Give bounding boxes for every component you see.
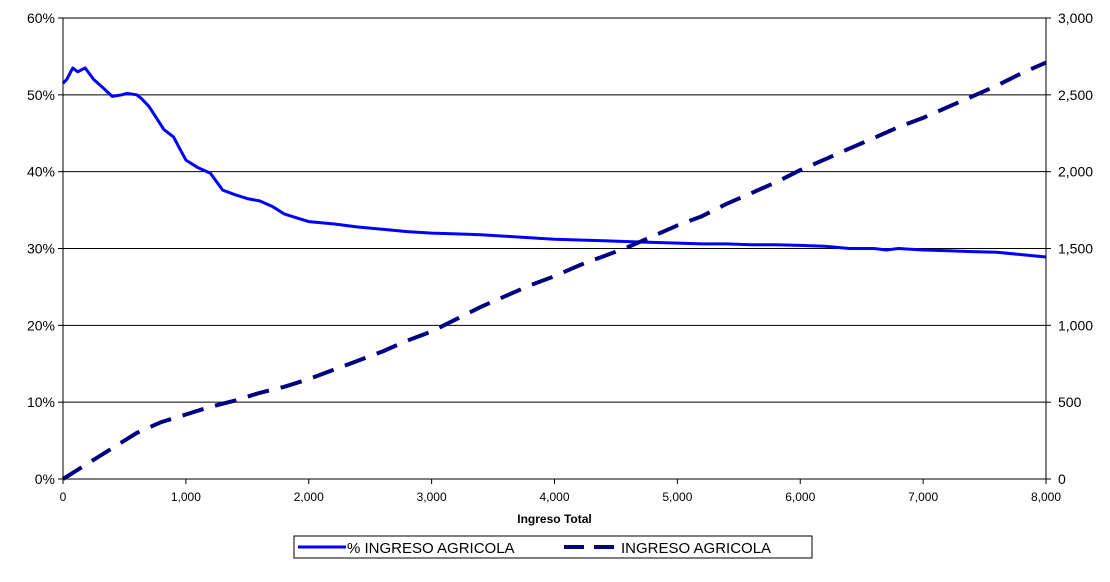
legend: % INGRESO AGRICOLA INGRESO AGRICOLA [293,535,813,559]
x-tick-label: 3,000 [417,490,447,504]
y-left-tick-label: 60% [27,10,55,26]
y-right-tick-label: 2,500 [1058,87,1093,103]
y-right-tick-label: 1,500 [1058,241,1093,257]
legend-label-pct-ingreso-agricola: % INGRESO AGRICOLA [347,540,515,557]
y-left-tick-label: 50% [27,87,55,103]
legend-box [293,535,813,559]
x-tick-label: 4,000 [539,490,569,504]
y-left-tick-label: 40% [27,164,55,180]
y-left-tick-label: 10% [27,394,55,410]
y-right-tick-label: 0 [1058,471,1066,487]
y-axis-right: 0 500 1,000 1,500 2,000 2,500 3,000 [1046,10,1093,487]
y-right-tick-label: 3,000 [1058,10,1093,26]
y-left-tick-label: 30% [27,241,55,257]
gridlines [63,94,1046,403]
x-tick-label: 8,000 [1031,490,1061,504]
x-axis-title: Ingreso Total [517,512,591,526]
x-tick-label: 0 [60,490,67,504]
y-right-tick-label: 2,000 [1058,164,1093,180]
series-line-pct-ingreso-agricola [61,66,1047,259]
y-right-tick-label: 1,000 [1058,317,1093,333]
x-axis: 0 1,000 2,000 3,000 4,000 5,000 6,000 7,000 8,00… [60,479,1061,504]
y-axis-left: 0% 10% 20% 30% 40% 50% 60% [27,10,63,487]
y-left-tick-label: 20% [27,317,55,333]
x-tick-label: 6,000 [785,490,815,504]
x-tick-label: 1,000 [171,490,201,504]
series-line-ingreso-agricola [61,60,1047,481]
legend-label-ingreso-agricola: INGRESO AGRICOLA [621,540,771,557]
y-left-tick-label: 0% [35,471,55,487]
x-tick-label: 5,000 [662,490,692,504]
y-right-tick-label: 500 [1058,394,1082,410]
series-layer [61,60,1047,481]
x-tick-label: 7,000 [908,490,938,504]
x-tick-label: 2,000 [294,490,324,504]
